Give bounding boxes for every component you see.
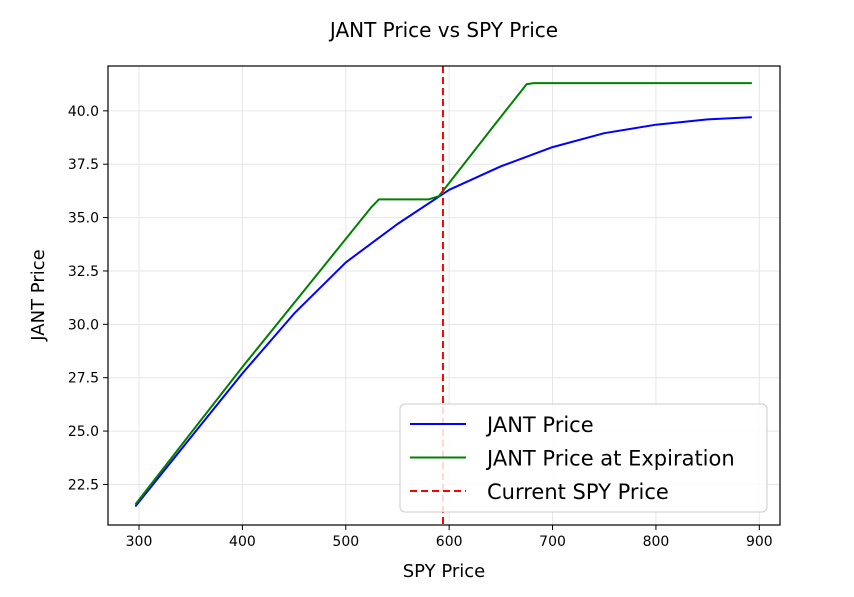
series-layer: [134, 66, 753, 525]
legend: JANT Price JANT Price at Expiration Curren…: [399, 403, 768, 513]
y-tick-label: 40.0: [68, 104, 99, 120]
x-tick-label: 300: [126, 534, 153, 550]
y-tick-label: 22.5: [68, 477, 99, 493]
grid-layer: [108, 66, 780, 525]
tick-layer: 300 400 500 600 700 800 900 22.5 25.0 27.5 30.0 32.…: [68, 104, 773, 550]
jant-price-line: [134, 116, 753, 507]
x-axis-label: SPY Price: [403, 561, 486, 582]
x-tick-label: 800: [643, 534, 670, 550]
legend-label: Current SPY Price: [487, 480, 669, 504]
x-tick-label: 600: [436, 534, 463, 550]
x-tick-label: 900: [746, 534, 773, 550]
y-tick-label: 37.5: [68, 157, 99, 173]
legend-label: JANT Price: [485, 413, 594, 437]
y-tick-label: 35.0: [68, 211, 99, 227]
x-tick-label: 500: [332, 534, 359, 550]
y-tick-label: 32.5: [68, 264, 99, 280]
x-tick-label: 400: [229, 534, 256, 550]
plot-frame: [107, 65, 781, 526]
y-tick-label: 25.0: [68, 424, 99, 440]
jant-price-at-expiration-line: [134, 82, 753, 505]
legend-label: JANT Price at Expiration: [485, 447, 735, 471]
chart-title: JANT Price vs SPY Price: [328, 18, 558, 42]
x-tick-label: 700: [539, 534, 566, 550]
y-axis-label: JANT Price: [28, 249, 49, 341]
y-tick-label: 30.0: [68, 317, 99, 333]
legend-box: [399, 403, 768, 513]
y-tick-label: 27.5: [68, 371, 99, 387]
